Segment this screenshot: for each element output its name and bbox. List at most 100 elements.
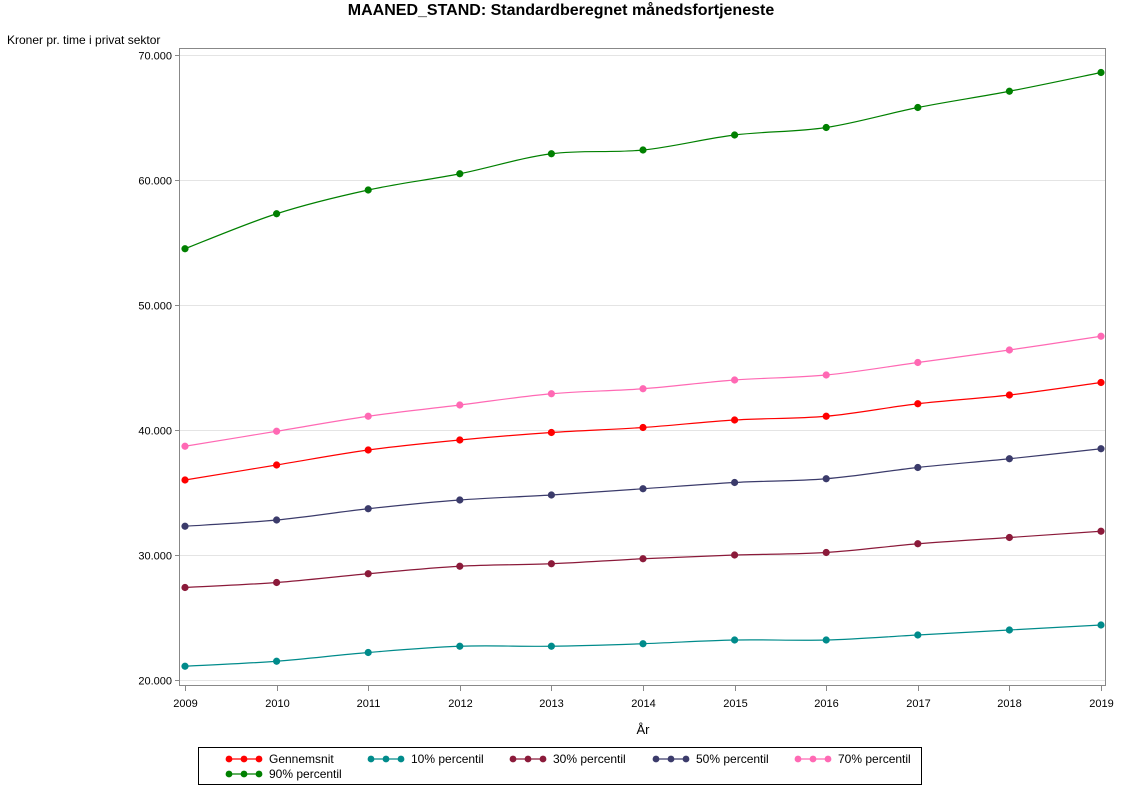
data-point (639, 423, 647, 432)
data-point (547, 642, 556, 650)
legend-label: 10% percentil (411, 752, 484, 766)
y-tick-label: 40.000 (138, 426, 172, 438)
x-axis: 2009 2010 2011 2012 2013 2014 2015 2016 2017 2018… (173, 686, 1114, 710)
data-point (1005, 87, 1014, 95)
data-point (273, 461, 281, 469)
data-point (914, 400, 922, 408)
data-point (547, 491, 556, 499)
legend-swatch (509, 755, 547, 763)
data-point (181, 522, 189, 530)
x-axis-label: År (637, 722, 651, 737)
data-point (639, 640, 647, 648)
data-point (456, 436, 464, 444)
data-point (639, 385, 647, 393)
x-tick-label: 2019 (1089, 698, 1113, 710)
data-point (547, 390, 556, 398)
data-point (456, 562, 464, 570)
legend-item: 10% percentil (367, 752, 484, 766)
y-tick-label: 70.000 (138, 51, 172, 63)
data-point (364, 412, 372, 420)
data-point (364, 570, 372, 578)
legend-label: Gennemsnit (269, 752, 334, 766)
legend-swatch (225, 755, 263, 763)
legend-item: 70% percentil (794, 752, 911, 766)
data-point (547, 560, 556, 568)
data-point (914, 463, 922, 472)
data-point (822, 123, 830, 132)
data-point (822, 636, 830, 644)
legend-item: 30% percentil (509, 752, 626, 766)
data-point (1005, 626, 1014, 634)
data-point (914, 540, 922, 548)
data-point (914, 358, 922, 367)
data-point (1005, 533, 1014, 542)
data-point (1097, 621, 1105, 629)
data-point (1005, 346, 1014, 354)
series-3 (181, 527, 1105, 592)
legend-label: 90% percentil (269, 767, 342, 781)
data-point (1097, 527, 1105, 535)
gridlines (180, 55, 1105, 681)
data-point (731, 416, 739, 424)
data-point (639, 146, 647, 154)
legend-swatch (652, 755, 690, 763)
data-point (181, 245, 189, 253)
legend-swatch (794, 755, 832, 763)
data-point (822, 412, 830, 420)
data-point (822, 475, 830, 483)
data-point (914, 103, 922, 112)
legend: Gennemsnit 10% percentil 30% percentil 50% … (198, 747, 922, 785)
data-point (456, 642, 464, 650)
data-point (731, 478, 739, 487)
plot-frame (179, 48, 1106, 686)
data-point (364, 505, 372, 513)
legend-item: Gennemsnit (225, 752, 334, 766)
data-point (822, 371, 830, 379)
data-point (364, 648, 372, 657)
data-point (1097, 68, 1105, 77)
y-tick-label: 60.000 (138, 176, 172, 188)
x-tick-label: 2015 (723, 698, 747, 710)
data-point (456, 401, 464, 409)
data-point (364, 186, 372, 194)
data-point (273, 578, 281, 587)
legend-label: 30% percentil (553, 752, 626, 766)
y-tick-label: 50.000 (138, 301, 172, 313)
data-point (456, 496, 464, 504)
series-6 (181, 68, 1105, 253)
x-tick-label: 2009 (173, 698, 197, 710)
y-axis-label: Kroner pr. time i privat sektor (7, 33, 161, 47)
data-point (181, 662, 189, 670)
data-point (731, 131, 739, 139)
series-group (181, 68, 1105, 670)
data-point (181, 442, 189, 450)
x-tick-label: 2018 (997, 698, 1021, 710)
data-point (1005, 391, 1014, 399)
data-point (639, 555, 647, 563)
data-point (731, 636, 739, 644)
chart-title: MAANED_STAND: Standardberegnet månedsfor… (347, 2, 775, 19)
series-line (184, 381, 1102, 481)
x-tick-label: 2012 (448, 698, 472, 710)
x-tick-label: 2014 (631, 698, 655, 710)
data-point (639, 485, 647, 493)
legend-item: 90% percentil (225, 767, 342, 781)
legend-label: 70% percentil (838, 752, 911, 766)
data-point (181, 476, 189, 484)
data-point (273, 427, 281, 435)
data-point (364, 446, 372, 454)
y-tick-label: 20.000 (138, 676, 172, 688)
series-4 (181, 445, 1105, 530)
x-tick-label: 2013 (539, 698, 563, 710)
x-tick-label: 2017 (906, 698, 930, 710)
legend-swatch (367, 755, 405, 763)
legend-item: 50% percentil (652, 752, 769, 766)
data-point (731, 551, 739, 559)
x-tick-label: 2010 (265, 698, 289, 710)
data-point (731, 376, 739, 384)
data-point (1097, 445, 1105, 453)
data-point (547, 428, 556, 437)
line-chart: 20.000 30.000 40.000 50.000 60.000 70.000 200… (138, 48, 1114, 737)
series-5 (181, 332, 1105, 450)
data-point (914, 631, 922, 639)
